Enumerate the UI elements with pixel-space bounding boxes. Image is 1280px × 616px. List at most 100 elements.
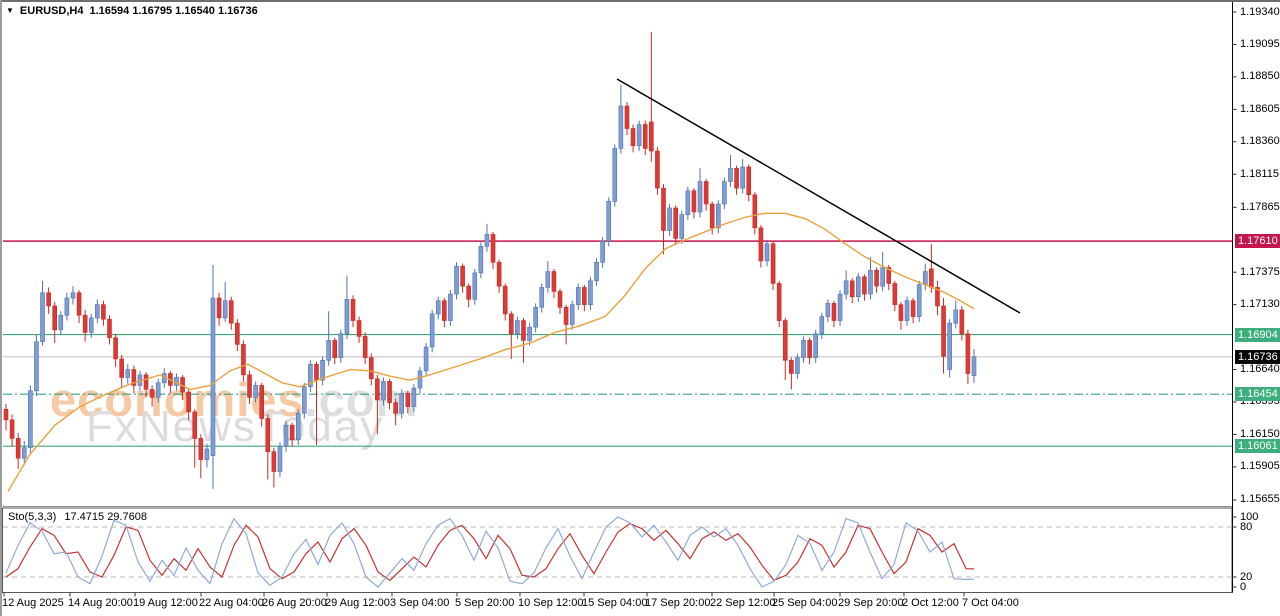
price-level-badge-1.16061: 1.16061 (1235, 439, 1280, 454)
candle (685, 190, 691, 215)
candle (509, 313, 514, 335)
candle (460, 265, 465, 287)
candle (3, 408, 9, 421)
candle (216, 297, 222, 319)
date-label: 22 Sep 12:00 (710, 597, 776, 609)
stochastic-axis-label: 0 (1240, 580, 1247, 593)
candle (332, 340, 338, 358)
candle (545, 271, 551, 288)
candle (387, 381, 392, 403)
stochastic-axis-label: 100 (1240, 510, 1259, 523)
candle (76, 292, 82, 316)
window-left-border (0, 0, 2, 616)
date-label: 26 Aug 20:00 (262, 597, 327, 609)
stochastic-values: 17.4715 29.7608 (64, 511, 147, 523)
stochastic-axis-label: 80 (1240, 520, 1253, 533)
candle (703, 181, 709, 205)
candle (435, 300, 441, 315)
price-tick-label: 1.15905 (1240, 460, 1280, 473)
candle (886, 267, 892, 284)
candle (381, 381, 386, 401)
candle (661, 187, 666, 231)
candle (466, 285, 471, 300)
candle (34, 341, 39, 392)
candle (82, 314, 88, 333)
price-axis: 1.19340 1.19095 1.18850 1.18605 1.18360 1.181… (1232, 0, 1280, 616)
symbol-timeframe-label: EURUSD,H4 (19, 5, 84, 17)
candle (247, 374, 252, 398)
symbol-dropdown-icon[interactable]: ▼ (6, 6, 14, 15)
date-label: 15 Sep 04:00 (582, 597, 648, 609)
candle (107, 318, 112, 339)
candle (521, 320, 526, 341)
date-label: 2 Oct 12:00 (902, 597, 959, 609)
candle (40, 292, 45, 343)
moving-average-line (7, 212, 975, 492)
candle (563, 306, 569, 325)
candle (630, 128, 636, 147)
candle (490, 234, 496, 263)
candle (143, 374, 149, 390)
candle (819, 316, 825, 335)
candle (338, 333, 344, 358)
candle (241, 344, 246, 376)
candle (947, 322, 952, 370)
candle (405, 393, 411, 407)
descending-trendline[interactable] (616, 78, 1021, 314)
candle (624, 105, 630, 129)
candle (971, 356, 977, 376)
candle (271, 451, 277, 472)
stochastic-signal-line (5, 522, 975, 582)
candle (709, 203, 715, 229)
candle (825, 303, 831, 317)
candle (916, 284, 922, 317)
price-tick-label: 1.19095 (1240, 37, 1280, 50)
price-level-badge-1.16454: 1.16454 (1235, 387, 1280, 402)
candle (95, 304, 100, 319)
candle (9, 419, 15, 439)
candle (472, 272, 478, 300)
candle (375, 378, 380, 401)
candle (606, 201, 612, 242)
candle (399, 393, 405, 414)
candle (569, 304, 575, 325)
date-label: 3 Sep 04:00 (390, 597, 450, 609)
candle (904, 300, 910, 321)
candle (131, 369, 137, 386)
candle (600, 240, 605, 263)
price-tick-label: 1.16640 (1240, 363, 1280, 376)
candle (673, 207, 678, 239)
stochastic-name: Sto(5,3,3) (8, 511, 57, 523)
ohlc-values: 1.16594 1.16795 1.16540 1.16736 (89, 5, 258, 17)
candle (892, 283, 898, 305)
candle (880, 267, 885, 287)
candle (222, 300, 228, 319)
candle (527, 326, 532, 341)
candle (594, 261, 599, 282)
date-label: 14 Aug 20:00 (68, 597, 133, 609)
date-label: 7 Oct 04:00 (962, 597, 1019, 609)
stochastic-indicator-label: Sto(5,3,3) 17.4715 29.7608 (8, 511, 152, 523)
candle (910, 300, 916, 317)
candle (28, 390, 33, 448)
price-tick-label: 1.18850 (1240, 70, 1280, 83)
candle (959, 309, 965, 335)
candle (368, 357, 374, 380)
date-label: 12 Aug 2025 (2, 597, 64, 609)
candle (186, 391, 191, 413)
price-tick-label: 1.15655 (1240, 493, 1280, 506)
candle (922, 271, 928, 286)
date-label: 19 Aug 12:00 (133, 597, 198, 609)
date-axis: 12 Aug 2025 14 Aug 20:00 19 Aug 12:00 22 Au… (0, 595, 1280, 616)
candle (70, 292, 76, 299)
candle (119, 358, 124, 378)
candle (941, 305, 946, 357)
candle (64, 297, 70, 316)
candle (843, 280, 849, 295)
stochastic-main-line (5, 516, 975, 588)
candle (679, 214, 685, 239)
candle (484, 234, 490, 247)
candle (442, 300, 447, 321)
candle (149, 389, 155, 398)
